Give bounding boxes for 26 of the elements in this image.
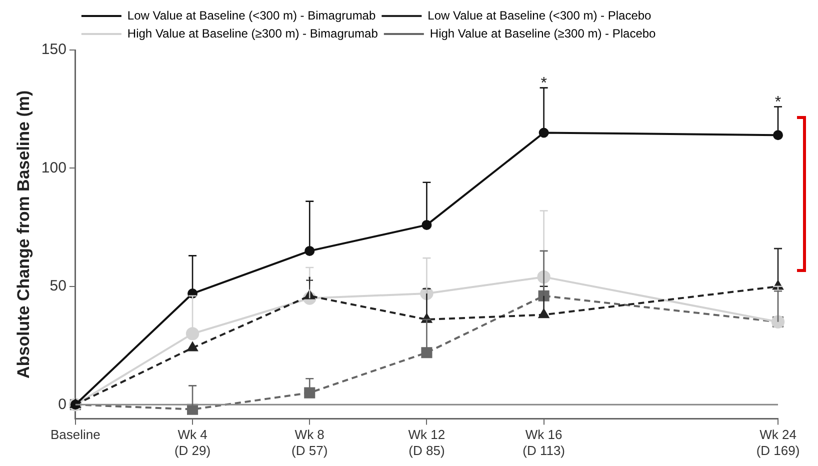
x-tick-label: Wk 16 (D 113) (522, 427, 566, 458)
point (773, 130, 783, 140)
legend-label: Low Value at Baseline (<300 m) - Placebo (428, 8, 652, 22)
x-tick-label: Baseline (50, 427, 100, 442)
annotation: * (774, 94, 782, 112)
x-tick-label: Wk 24 (D 169) (756, 427, 800, 458)
legend-label: Low Value at Baseline (<300 m) - Bimagrumab (127, 8, 376, 22)
legend-label: High Value at Baseline (≥300 m) - Bimagrumab (127, 26, 378, 40)
x-tick-label: Wk 12 (D 85) (408, 427, 446, 458)
y-tick-label: 100 (41, 159, 66, 176)
point (421, 347, 432, 358)
y-tick-label: 150 (41, 41, 66, 58)
y-tick-label: 0 (58, 396, 66, 413)
annotation: * (540, 75, 547, 92)
x-tick-label: Wk 8 (D 57) (292, 427, 328, 458)
point (422, 220, 432, 230)
legend-label: High Value at Baseline (≥300 m) - Placebo (430, 26, 656, 40)
point (304, 246, 315, 256)
x-tick-label: Wk 4 (D 29) (174, 427, 211, 458)
point (187, 342, 198, 352)
annotation: † (305, 275, 314, 292)
point (538, 128, 549, 138)
point (186, 327, 200, 340)
y-tick-label: 50 (50, 278, 66, 295)
y-axis-title: Absolute Change from Baseline (m) (14, 90, 33, 378)
point (304, 387, 316, 398)
